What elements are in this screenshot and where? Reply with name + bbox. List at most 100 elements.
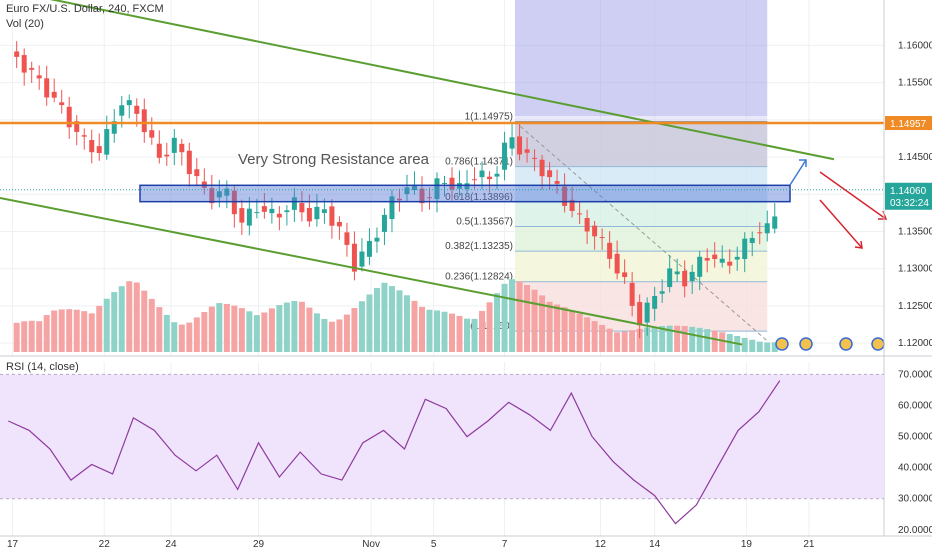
- volume-bar: [479, 310, 486, 352]
- volume-bar: [749, 339, 756, 352]
- volume-bar: [388, 286, 395, 352]
- rsi-tick-label: 20.0000: [898, 525, 932, 536]
- volume-bar: [719, 332, 726, 352]
- candle-body: [472, 179, 478, 181]
- time-tick-label: 5: [431, 539, 437, 550]
- candle-body: [44, 78, 50, 98]
- volume-bar: [614, 332, 621, 352]
- volume-bar: [501, 283, 508, 352]
- volume-bar: [426, 309, 433, 352]
- candle-body: [29, 67, 35, 70]
- volume-bar: [88, 313, 95, 352]
- candle-body: [89, 140, 95, 153]
- candle-body: [314, 206, 320, 220]
- candle-body: [569, 199, 575, 212]
- upper-price-badge-text: 1.14957: [890, 119, 927, 130]
- price-tick-label: 1.13000: [898, 264, 932, 275]
- volume-bar: [524, 285, 531, 352]
- volume-bar: [486, 302, 493, 352]
- chart-symbol-title: Euro FX/U.S. Dollar, 240, FXCM: [6, 3, 164, 15]
- candle-body: [719, 258, 725, 263]
- volume-bar: [238, 308, 245, 352]
- bullish-arrowhead: [799, 159, 807, 167]
- candle-body: [66, 106, 72, 128]
- volume-bar: [193, 317, 200, 352]
- candle-body: [51, 91, 57, 98]
- time-tick-label: 29: [253, 539, 265, 550]
- bearish-arrow-2: [819, 199, 863, 249]
- economic-event-marker: [799, 337, 813, 351]
- candle-body: [291, 197, 297, 210]
- volume-bar: [456, 315, 463, 352]
- candle-body: [419, 188, 425, 204]
- candle-body: [224, 188, 230, 196]
- candle-body: [261, 206, 267, 212]
- candle-body: [599, 237, 605, 239]
- candle-body: [179, 143, 185, 153]
- rsi-indicator-label: RSI (14, close): [6, 361, 79, 373]
- candle-body: [667, 268, 673, 288]
- candle-body: [682, 270, 688, 287]
- bearish-arrowhead-2: [854, 240, 863, 249]
- volume-bar: [711, 330, 718, 352]
- fib-level-label: 0.618(1.13896): [445, 192, 513, 203]
- volume-bar: [411, 300, 418, 352]
- candle-body: [306, 208, 312, 222]
- time-tick-label: Nov: [362, 539, 380, 550]
- time-tick-label: 24: [165, 539, 177, 550]
- volume-bar: [276, 305, 283, 352]
- upper-price-badge: [885, 116, 932, 131]
- time-tick-label: 21: [803, 539, 815, 550]
- candle-body: [284, 210, 290, 213]
- candle-body: [509, 137, 515, 149]
- candle-body: [629, 282, 635, 306]
- candle-body: [479, 170, 485, 178]
- rsi-tick-label: 30.0000: [898, 494, 932, 505]
- volume-bar: [141, 290, 148, 352]
- price-tick-label: 1.14500: [898, 152, 932, 163]
- volume-bar: [321, 318, 328, 352]
- candle-body: [359, 251, 365, 267]
- volume-bar: [28, 320, 35, 352]
- candle-body: [757, 232, 763, 234]
- fib-overlap-shade: [514, 116, 768, 166]
- resistance-annotation: Very Strong Resistance area: [238, 151, 429, 168]
- volume-bar: [111, 292, 118, 352]
- candle-body: [772, 216, 778, 229]
- volume-bar: [373, 287, 380, 352]
- volume-bar: [171, 322, 178, 352]
- volume-bar: [696, 327, 703, 352]
- candle-body: [517, 136, 523, 155]
- candle-body: [111, 121, 117, 134]
- candle-body: [141, 109, 147, 133]
- candle-body: [194, 169, 200, 177]
- candle-body: [547, 170, 553, 178]
- candle-body: [239, 208, 245, 223]
- volume-bar: [186, 322, 193, 352]
- volume-bar: [246, 311, 253, 352]
- candle-body: [697, 256, 703, 277]
- price-tick-label: 1.12000: [898, 338, 932, 349]
- candle-body: [749, 237, 755, 244]
- candle-body: [524, 149, 530, 153]
- candle-body: [96, 146, 102, 153]
- volume-bar: [554, 304, 561, 352]
- volume-bar: [268, 308, 275, 352]
- economic-event-marker: [839, 337, 853, 351]
- volume-bar: [516, 281, 523, 352]
- candle-body: [614, 253, 620, 274]
- candle-body: [344, 232, 350, 245]
- volume-indicator-label: Vol (20): [6, 18, 44, 30]
- volume-bar: [96, 305, 103, 352]
- volume-bar: [464, 318, 471, 352]
- time-tick-label: 17: [7, 539, 19, 550]
- volume-bar: [539, 295, 546, 352]
- candle-body: [149, 130, 155, 138]
- candle-body: [592, 225, 598, 237]
- volume-bar: [298, 301, 305, 352]
- volume-bar: [201, 312, 208, 352]
- candle-body: [554, 181, 560, 184]
- candle-body: [134, 105, 140, 114]
